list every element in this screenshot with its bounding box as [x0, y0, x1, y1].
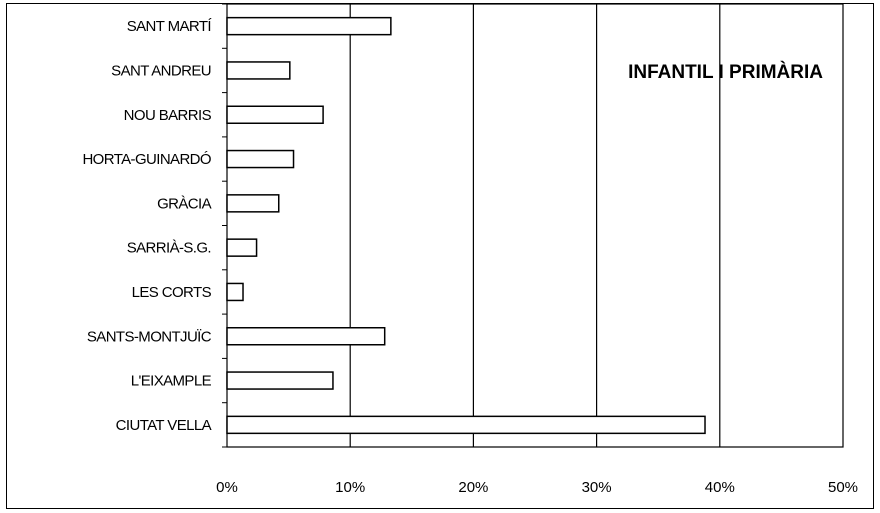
x-tick-label: 50% [828, 479, 858, 496]
category-label: CIUTAT VELLA [116, 417, 212, 434]
category-label: SANTS-MONTJUÏC [87, 328, 212, 345]
bar [226, 149, 295, 169]
category-label: HORTA-GUINARDÓ [82, 151, 211, 168]
x-tick-label: 40% [705, 479, 735, 496]
x-axis-ticks: 0% 10% 20% 30% 40% 50% [216, 479, 858, 496]
x-tick-label: 0% [216, 479, 238, 496]
bar [226, 282, 244, 302]
category-labels: SANT MARTÍ SANT ANDREU NOU BARRIS HORTA-GUI… [82, 3, 227, 448]
bar [226, 327, 386, 346]
x-tick-label: 20% [458, 479, 488, 496]
category-label: LES CORTS [132, 284, 212, 301]
bar [226, 105, 324, 124]
category-label: SANT MARTÍ [127, 18, 213, 35]
category-label: SANT ANDREU [111, 62, 211, 79]
bar [226, 16, 392, 36]
bar [226, 415, 706, 435]
chart-title: INFANTIL I PRIMÀRIA [628, 61, 823, 83]
x-tick-label: 30% [582, 479, 612, 496]
bar [226, 238, 258, 257]
x-tick-label: 10% [335, 479, 365, 496]
bars [226, 16, 706, 435]
bar [226, 61, 291, 80]
gridlines [349, 4, 721, 447]
category-label: L'EIXAMPLE [131, 373, 212, 390]
bar [226, 194, 280, 213]
category-label: SARRIÀ-S.G. [127, 240, 211, 257]
bar [226, 371, 334, 390]
category-label: NOU BARRIS [124, 107, 212, 124]
category-label: GRÀCIA [157, 195, 212, 212]
